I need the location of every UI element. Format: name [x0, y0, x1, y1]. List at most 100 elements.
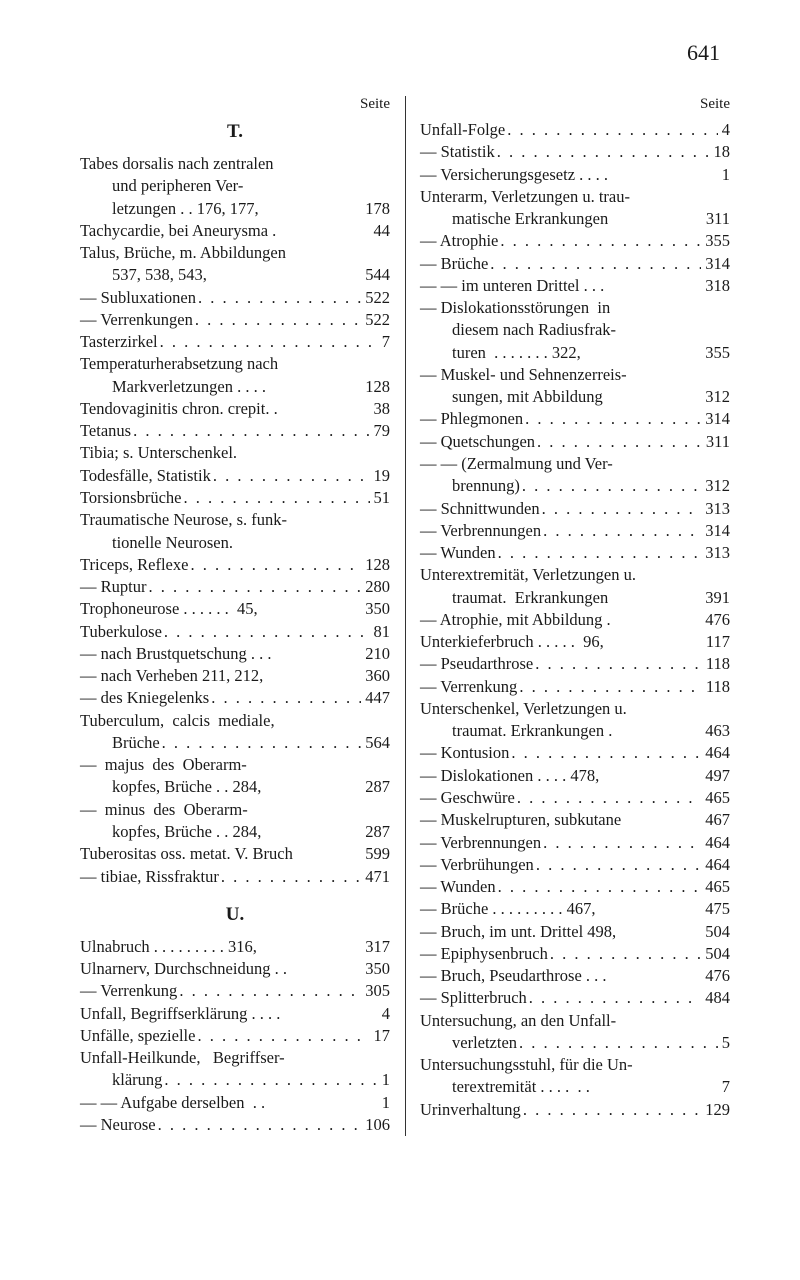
- entry-text: — Wunden: [420, 542, 496, 564]
- entry-dots: . . . . . . . . . . . . . . . . . . . . …: [515, 787, 701, 809]
- index-entry: — Kontusion. . . . . . . . . . . . . . .…: [420, 742, 730, 764]
- entry-page: 504: [701, 943, 730, 965]
- index-entry: — des Kniegelenks. . . . . . . . . . . .…: [80, 687, 390, 709]
- entry-text: Tachycardie, bei Aneurysma .: [80, 220, 276, 242]
- entry-text: Unterkieferbruch . . . . . 96,: [420, 631, 604, 653]
- entry-text: Unfälle, spezielle: [80, 1025, 195, 1047]
- index-entry: Brüche. . . . . . . . . . . . . . . . . …: [80, 732, 390, 754]
- entry-page: 117: [702, 631, 730, 653]
- entry-page: 355: [701, 230, 730, 252]
- index-entry: — Quetschungen. . . . . . . . . . . . . …: [420, 431, 730, 453]
- entry-page: 280: [361, 576, 390, 598]
- index-entry: — Ruptur. . . . . . . . . . . . . . . . …: [80, 576, 390, 598]
- entry-text: Trophoneurose . . . . . . 45,: [80, 598, 258, 620]
- index-entry: — Brüche. . . . . . . . . . . . . . . . …: [420, 253, 730, 275]
- entry-page: 81: [370, 621, 391, 643]
- entry-page: 314: [701, 520, 730, 542]
- entry-page: 4: [378, 1003, 390, 1025]
- entry-text: — — im unteren Drittel . . .: [420, 275, 604, 297]
- index-entry: Tibia; s. Unterschenkel.: [80, 442, 390, 464]
- index-entry: Tetanus. . . . . . . . . . . . . . . . .…: [80, 420, 390, 442]
- entry-text: Untersuchung, an den Unfall-: [420, 1010, 616, 1032]
- entry-dots: . . . . . . . . . . . . . . . . . . . . …: [182, 487, 370, 509]
- index-entry: verletzten. . . . . . . . . . . . . . . …: [420, 1032, 730, 1054]
- index-entry: Ulnarnerv, Durchschneidung . .350: [80, 958, 390, 980]
- index-entry: — Dislokationsstörungen in: [420, 297, 730, 319]
- index-entry: traumat. Erkrankungen .463: [420, 720, 730, 742]
- entry-dots: . . . . . . . . . . . . . . . . . . . . …: [193, 309, 361, 331]
- entry-text: Tabes dorsalis nach zentralen: [80, 153, 274, 175]
- entry-text: — Bruch, Pseudarthrose . . .: [420, 965, 607, 987]
- entry-text: — Brüche: [420, 253, 488, 275]
- entry-page: 106: [361, 1114, 390, 1136]
- entry-page: 4: [718, 119, 730, 141]
- seite-label-left: Seite: [80, 96, 390, 113]
- entry-page: 18: [710, 141, 731, 163]
- index-entry: — Brüche . . . . . . . . . 467,475: [420, 898, 730, 920]
- index-entry: — majus des Oberarm-: [80, 754, 390, 776]
- entry-text: — Splitterbruch: [420, 987, 527, 1009]
- entry-dots: . . . . . . . . . . . . . . . . . . . . …: [196, 287, 361, 309]
- entry-page: 287: [361, 821, 390, 843]
- entry-text: — Schnittwunden: [420, 498, 540, 520]
- entry-page: 17: [370, 1025, 391, 1047]
- entry-text: — Verbrennungen: [420, 832, 541, 854]
- entry-text: terextremität . . . . . .: [452, 1076, 590, 1098]
- index-entry: Traumatische Neurose, s. funk-: [80, 509, 390, 531]
- entry-text: — Geschwüre: [420, 787, 515, 809]
- entry-page: 38: [370, 398, 391, 420]
- index-entry: kopfes, Brüche . . 284,287: [80, 776, 390, 798]
- entry-page: 317: [361, 936, 390, 958]
- entry-text: — Quetschungen: [420, 431, 535, 453]
- entry-page: 7: [718, 1076, 730, 1098]
- index-entry: Todesfälle, Statistik. . . . . . . . . .…: [80, 465, 390, 487]
- index-entry: Untersuchungsstuhl, für die Un-: [420, 1054, 730, 1076]
- entry-page: 312: [701, 475, 730, 497]
- index-entry: — Verrenkungen. . . . . . . . . . . . . …: [80, 309, 390, 331]
- right-entries: Unfall-Folge. . . . . . . . . . . . . . …: [420, 119, 730, 1121]
- entry-dots: . . . . . . . . . . . . . . . . . . . . …: [158, 331, 378, 353]
- entry-text: kopfes, Brüche . . 284,: [112, 821, 261, 843]
- entry-text: — — Aufgabe derselben . .: [80, 1092, 265, 1114]
- left-column: Seite T. Tabes dorsalis nach zentralenun…: [70, 96, 405, 1136]
- index-entry: — Subluxationen. . . . . . . . . . . . .…: [80, 287, 390, 309]
- entry-page: 129: [701, 1099, 730, 1121]
- index-entry: Temperaturherabsetzung nach: [80, 353, 390, 375]
- entry-dots: . . . . . . . . . . . . . . . . . . . . …: [540, 498, 702, 520]
- index-columns: Seite T. Tabes dorsalis nach zentralenun…: [70, 96, 740, 1136]
- entry-dots: . . . . . . . . . . . . . . . . . . . . …: [541, 520, 701, 542]
- index-entry: — Geschwüre. . . . . . . . . . . . . . .…: [420, 787, 730, 809]
- index-entry: Tendovaginitis chron. crepit. .38: [80, 398, 390, 420]
- index-entry: — Verbrennungen. . . . . . . . . . . . .…: [420, 832, 730, 854]
- entry-text: — Dislokationen . . . . 478,: [420, 765, 599, 787]
- entry-page: 7: [378, 331, 390, 353]
- entry-page: 465: [701, 876, 730, 898]
- index-entry: tionelle Neurosen.: [80, 532, 390, 554]
- entry-page: 522: [361, 287, 390, 309]
- page-number: 641: [70, 40, 740, 66]
- entry-page: 465: [701, 787, 730, 809]
- index-entry: — Splitterbruch. . . . . . . . . . . . .…: [420, 987, 730, 1009]
- index-entry: kopfes, Brüche . . 284, 287: [80, 821, 390, 843]
- entry-dots: . . . . . . . . . . . . . . . . . . . . …: [496, 542, 702, 564]
- entry-dots: . . . . . . . . . . . . . . . . . . . . …: [533, 653, 702, 675]
- index-entry: Unfall, Begriffserklärung . . . .4: [80, 1003, 390, 1025]
- entry-page: 51: [370, 487, 391, 509]
- entry-text: klärung: [112, 1069, 162, 1091]
- index-entry: — Verrenkung. . . . . . . . . . . . . . …: [420, 676, 730, 698]
- entry-text: traumat. Erkrankungen .: [452, 720, 612, 742]
- entry-text: Tuberculum, calcis mediale,: [80, 710, 275, 732]
- entry-text: — tibiae, Rissfraktur: [80, 866, 219, 888]
- entry-dots: . . . . . . . . . . . . . . . . . . . . …: [177, 980, 361, 1002]
- entry-text: — Statistik: [420, 141, 495, 163]
- entry-text: tionelle Neurosen.: [112, 532, 233, 554]
- index-entry: — Versicherungsgesetz . . . .1: [420, 164, 730, 186]
- entry-page: 311: [702, 208, 730, 230]
- entry-text: Todesfälle, Statistik: [80, 465, 211, 487]
- entry-text: Tasterzirkel: [80, 331, 158, 353]
- index-entry: Urinverhaltung. . . . . . . . . . . . . …: [420, 1099, 730, 1121]
- entry-text: Ulnarnerv, Durchschneidung . .: [80, 958, 287, 980]
- index-entry: Markverletzungen . . . .128: [80, 376, 390, 398]
- index-entry: — Epiphysenbruch. . . . . . . . . . . . …: [420, 943, 730, 965]
- entry-text: 537, 538, 543,: [112, 264, 207, 286]
